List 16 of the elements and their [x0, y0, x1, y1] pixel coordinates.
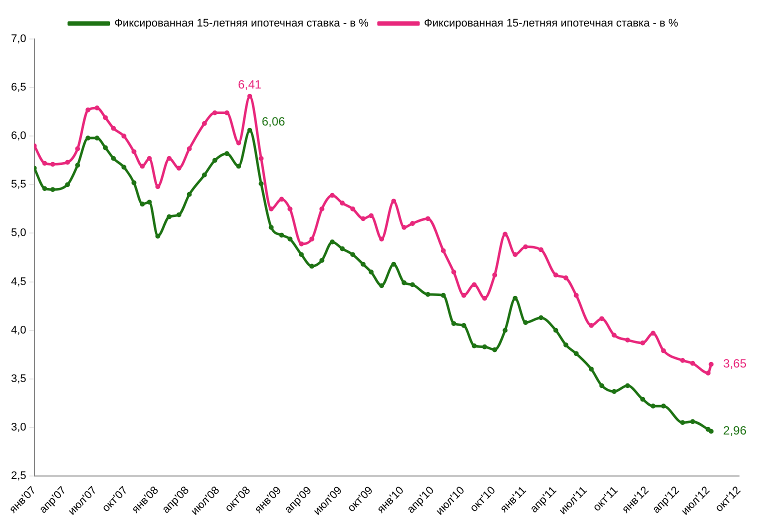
- y-tick-label: 6,0: [10, 130, 26, 142]
- legend-label: Фиксированная 15-летняя ипотечная ставка - в %: [114, 18, 369, 30]
- legend-label: Фиксированная 15-летняя ипотечная ставка - в %: [424, 18, 678, 30]
- y-tick-label: 7,0: [10, 33, 26, 46]
- y-tick-label: 5,5: [10, 178, 26, 191]
- annotation: 2,96: [723, 424, 747, 438]
- y-tick-label: 4,0: [10, 324, 26, 336]
- annotation: 6,06: [262, 114, 286, 129]
- y-tick-label: 3,5: [10, 372, 26, 385]
- annotation: 3,65: [723, 356, 747, 371]
- y-tick-label: 3,0: [10, 421, 26, 434]
- y-tick-label: 4,5: [10, 276, 26, 288]
- y-tick-label: 5,0: [10, 227, 26, 240]
- annotation: 6,41: [238, 78, 262, 92]
- y-tick-label: 6,5: [10, 82, 26, 94]
- y-tick-label: 2,5: [10, 470, 26, 482]
